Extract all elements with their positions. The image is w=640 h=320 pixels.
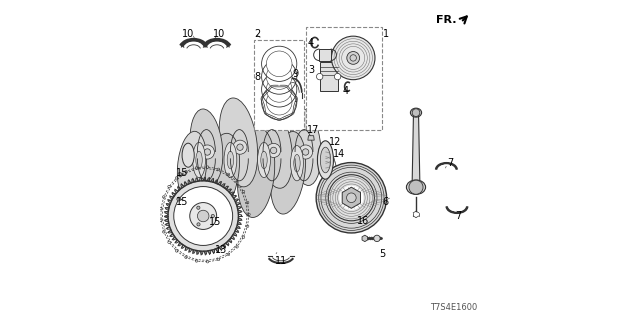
Text: 13: 13: [215, 244, 227, 255]
Text: 4: 4: [342, 86, 349, 96]
Bar: [320, 62, 338, 91]
Circle shape: [347, 52, 360, 64]
Circle shape: [196, 206, 200, 209]
Polygon shape: [168, 181, 239, 251]
Text: 8: 8: [254, 72, 260, 82]
Circle shape: [204, 149, 211, 155]
Circle shape: [412, 109, 420, 116]
Circle shape: [267, 143, 281, 157]
Polygon shape: [316, 163, 387, 233]
Circle shape: [174, 187, 233, 245]
Circle shape: [266, 64, 292, 89]
Circle shape: [332, 36, 375, 80]
Circle shape: [266, 89, 292, 115]
Circle shape: [374, 235, 380, 242]
Polygon shape: [412, 115, 420, 182]
Text: 4: 4: [308, 38, 314, 48]
Bar: [306, 27, 383, 130]
Text: 10: 10: [212, 28, 225, 39]
Text: 10: 10: [182, 28, 195, 39]
Text: 5: 5: [380, 249, 385, 260]
Text: 3: 3: [308, 65, 315, 76]
Polygon shape: [342, 187, 360, 208]
Circle shape: [350, 55, 356, 61]
Ellipse shape: [219, 98, 258, 187]
Text: 15: 15: [209, 217, 221, 228]
Text: 15: 15: [176, 196, 188, 207]
Ellipse shape: [196, 151, 202, 169]
Ellipse shape: [261, 151, 268, 169]
Text: 7: 7: [447, 158, 454, 168]
Text: T7S4E1600: T7S4E1600: [429, 303, 477, 312]
Circle shape: [317, 73, 323, 80]
Polygon shape: [328, 175, 374, 221]
Ellipse shape: [270, 132, 306, 214]
Circle shape: [211, 214, 214, 218]
Text: 9: 9: [292, 68, 299, 79]
Ellipse shape: [182, 143, 195, 167]
Ellipse shape: [237, 128, 275, 218]
Text: 1: 1: [383, 28, 390, 39]
Circle shape: [409, 180, 423, 194]
Circle shape: [197, 210, 209, 222]
Circle shape: [347, 193, 356, 203]
Ellipse shape: [317, 141, 333, 179]
Ellipse shape: [227, 151, 234, 169]
Ellipse shape: [290, 109, 321, 186]
Circle shape: [189, 203, 216, 229]
Circle shape: [237, 144, 243, 150]
Ellipse shape: [190, 109, 223, 185]
Text: FR.: FR.: [436, 15, 457, 25]
Circle shape: [335, 73, 341, 80]
Text: 17: 17: [307, 124, 319, 135]
Polygon shape: [262, 84, 297, 120]
Text: 11: 11: [275, 256, 287, 266]
Ellipse shape: [410, 108, 422, 117]
Text: 12: 12: [329, 137, 341, 148]
Ellipse shape: [224, 142, 237, 178]
Ellipse shape: [258, 142, 270, 178]
Text: 2: 2: [255, 28, 261, 39]
Ellipse shape: [294, 154, 300, 172]
Polygon shape: [308, 136, 314, 140]
Polygon shape: [262, 59, 297, 94]
Ellipse shape: [177, 131, 207, 202]
Bar: [254, 40, 304, 130]
Circle shape: [266, 76, 292, 102]
Text: 6: 6: [382, 196, 388, 207]
Polygon shape: [262, 46, 297, 81]
Polygon shape: [262, 72, 297, 107]
Ellipse shape: [291, 146, 303, 181]
Circle shape: [266, 51, 292, 76]
Circle shape: [298, 145, 313, 159]
Text: 16: 16: [357, 216, 370, 226]
Circle shape: [197, 223, 200, 226]
Ellipse shape: [321, 147, 331, 173]
Ellipse shape: [406, 180, 426, 195]
Circle shape: [303, 149, 309, 155]
Circle shape: [200, 145, 214, 159]
Polygon shape: [362, 235, 367, 242]
Ellipse shape: [193, 142, 205, 178]
Circle shape: [177, 197, 180, 201]
Bar: [319, 49, 331, 60]
Text: 7: 7: [456, 211, 461, 221]
Circle shape: [233, 140, 247, 154]
Text: 15: 15: [176, 168, 188, 178]
Ellipse shape: [202, 133, 239, 215]
Ellipse shape: [319, 142, 332, 168]
Circle shape: [271, 147, 277, 154]
Ellipse shape: [255, 103, 292, 188]
Circle shape: [178, 172, 182, 176]
Text: 14: 14: [333, 148, 345, 159]
Ellipse shape: [321, 148, 328, 162]
